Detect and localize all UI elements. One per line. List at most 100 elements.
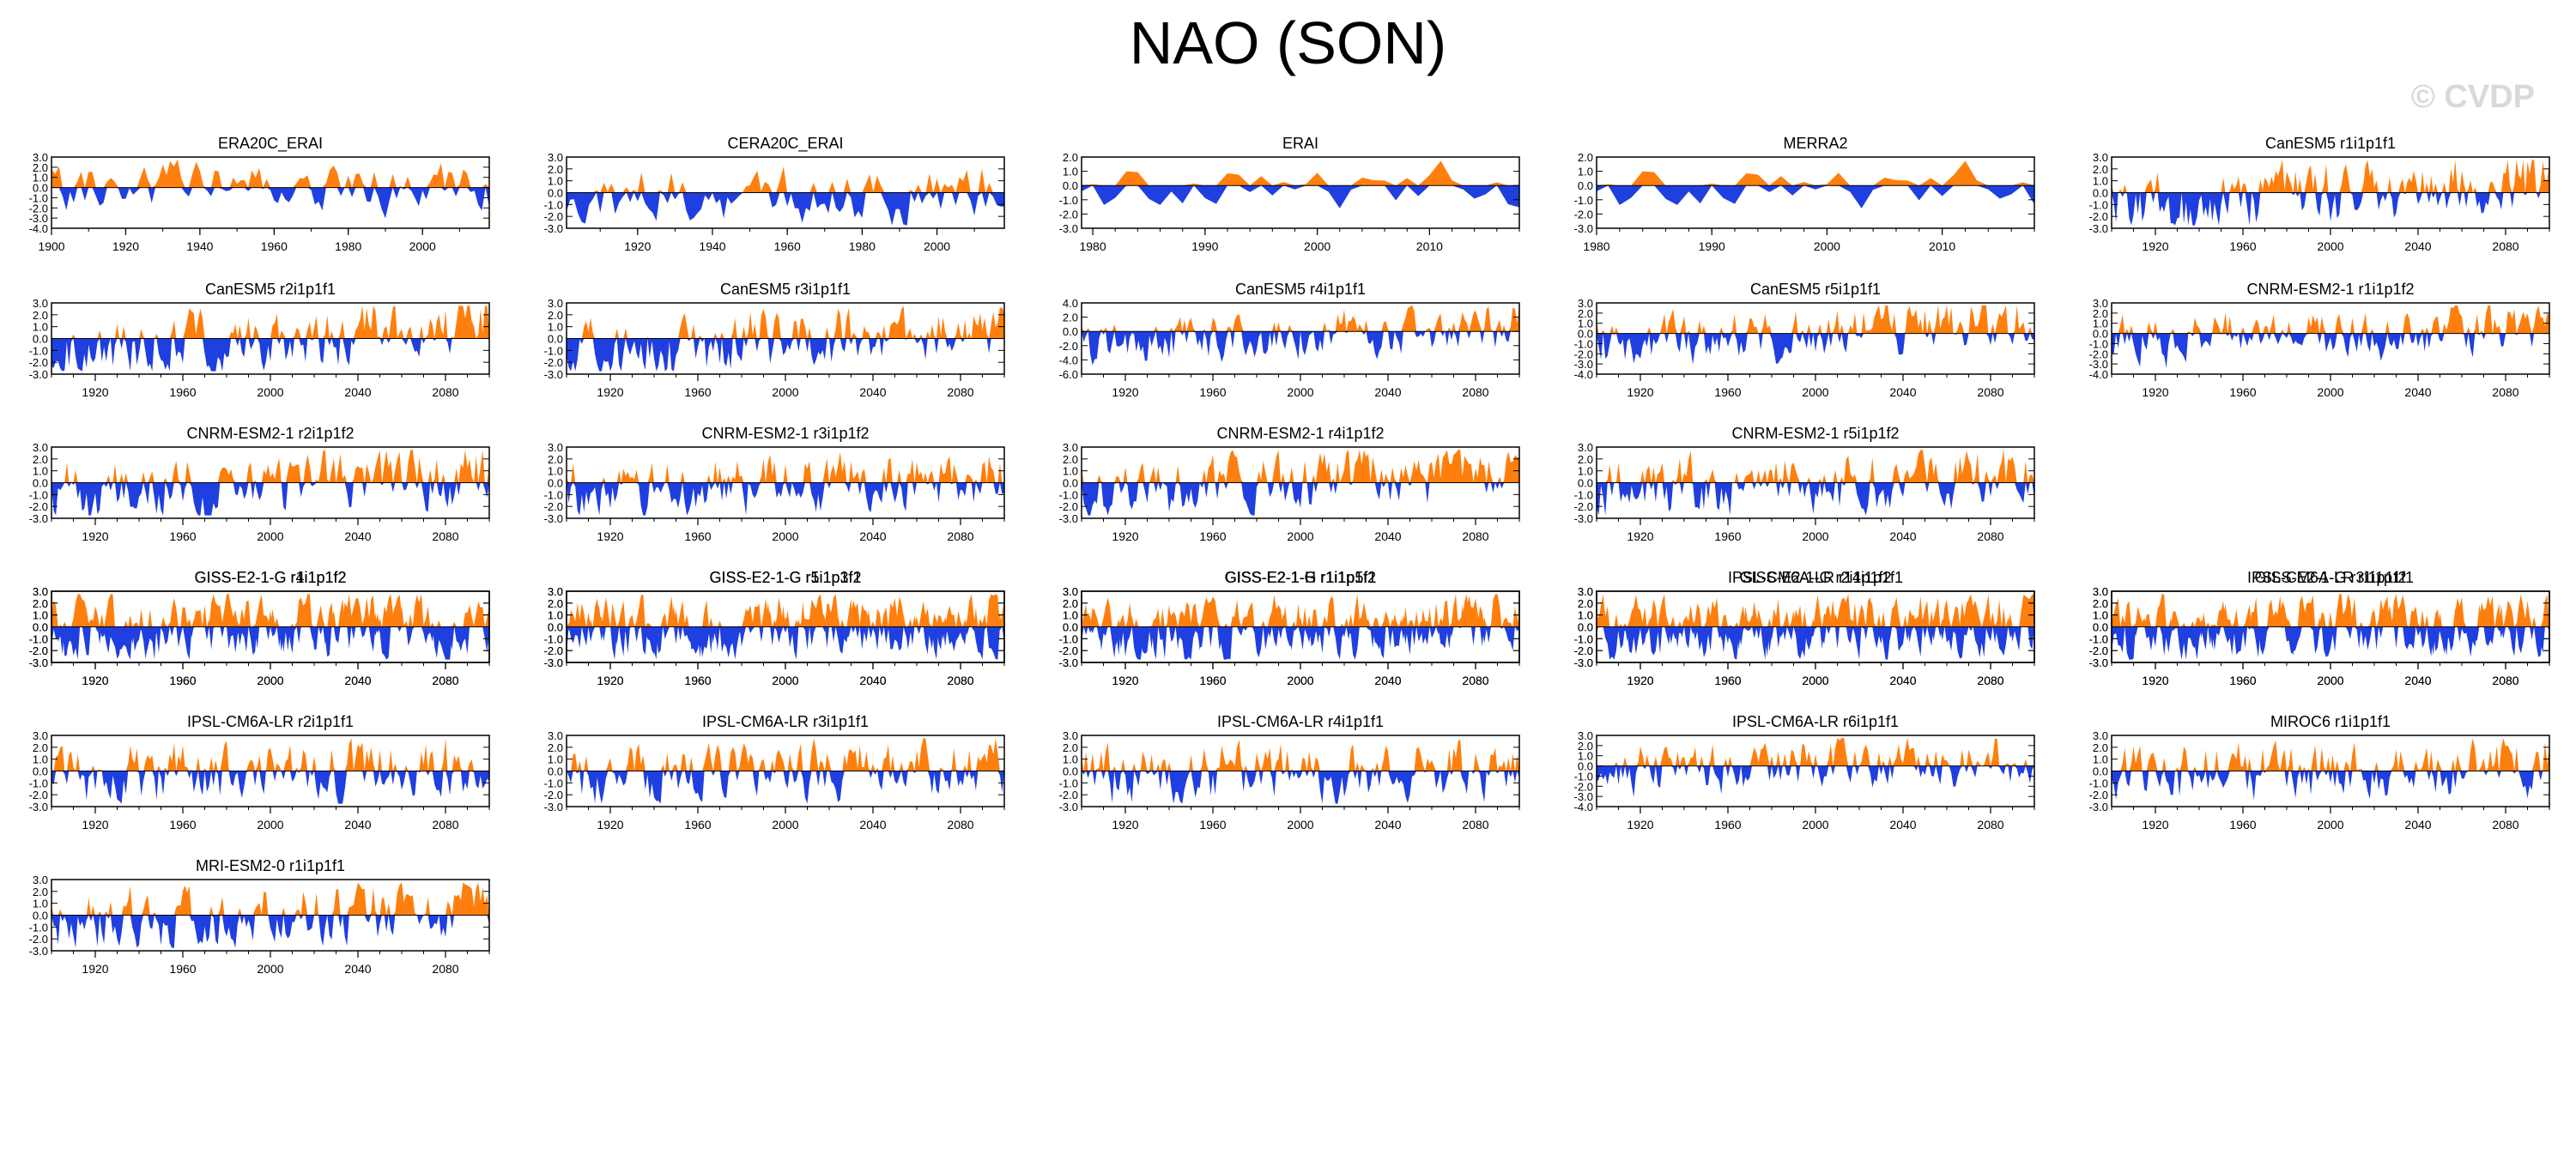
y-tick-label: 1.0 <box>548 175 563 188</box>
x-tick-label: 2080 <box>947 818 973 832</box>
nao-panel: CanESM5 r3i1p1f1 3.02.01.00.0-1.0-2.0-3.0… <box>544 281 1005 399</box>
nao-panel: GISS-E2-1-G r5i1p1f2 3.02.01.00.0-1.0-2.0… <box>544 569 1005 687</box>
y-tick-label: -2.0 <box>2089 644 2108 657</box>
y-tick-label: -1.0 <box>1574 632 1593 645</box>
y-tick-label: 2.0 <box>33 741 48 754</box>
negative-area <box>52 482 489 516</box>
y-tick-label: -3.0 <box>2089 222 2108 235</box>
positive-area <box>2112 160 2549 193</box>
y-tick-label: -3.0 <box>1574 358 1593 371</box>
y-tick-label: -3.0 <box>1059 222 1078 235</box>
y-tick-label: -4.0 <box>1574 801 1593 813</box>
y-tick-label: 2.0 <box>2093 597 2108 610</box>
x-tick-label: 1960 <box>684 674 711 687</box>
positive-area <box>1597 737 2034 766</box>
y-tick-label: -4.0 <box>1059 354 1078 366</box>
nao-panel: GISS-E2-1-G r4i1p1f2 3.02.01.00.0-1.0-2.0… <box>29 569 490 687</box>
x-tick-label: 1920 <box>82 674 108 687</box>
y-tick-label: 2.0 <box>1063 597 1078 610</box>
positive-area <box>52 159 489 188</box>
y-tick-label: 1.0 <box>1578 465 1593 478</box>
panel-title: IPSL-CM6A-LR r14i1p1f1 <box>1728 569 1903 586</box>
positive-area <box>2112 738 2549 771</box>
panel-frame <box>51 156 490 229</box>
y-tick-label: 2.0 <box>33 161 48 174</box>
y-tick-label: -1.0 <box>2089 337 2108 350</box>
x-tick-label: 1960 <box>684 674 711 687</box>
y-tick-label: 2.0 <box>1578 597 1593 610</box>
x-tick-label: 1920 <box>624 239 651 253</box>
nao-panel: GISS-E2-1-G r1i1p3f1 3.02.01.00.0-1.0-2.0… <box>544 569 1005 687</box>
y-tick-label: -2.0 <box>1574 500 1593 513</box>
y-tick-label: -3.0 <box>544 368 563 381</box>
x-tick-label: 1960 <box>2229 674 2256 687</box>
y-tick-label: -2.0 <box>29 356 48 369</box>
nao-panel: CanESM5 r1i1p1f1 3.02.01.00.0-1.0-2.0-3.0… <box>2089 135 2550 253</box>
y-tick-label: -1.0 <box>1059 488 1078 501</box>
x-tick-label: 1960 <box>684 529 711 543</box>
panel-title: CanESM5 r2i1p1f1 <box>205 281 336 298</box>
y-tick-label: 3.0 <box>2093 585 2108 598</box>
nao-panel: IPSL-CM6A-LR r2i1p1f1 3.02.01.00.0-1.0-2.… <box>29 713 490 832</box>
negative-area <box>567 626 1004 660</box>
y-tick-label: 0.0 <box>1063 621 1078 634</box>
y-tick-label: 0.0 <box>33 765 48 778</box>
y-tick-label: 3.0 <box>548 297 563 310</box>
negative-area <box>52 187 489 219</box>
y-tick-label: -1.0 <box>2089 632 2108 645</box>
x-tick-label: 1920 <box>1627 529 1653 543</box>
y-tick-label: -2.0 <box>544 644 563 657</box>
y-tick-label: -1.0 <box>29 777 48 789</box>
positive-area <box>567 166 1004 193</box>
x-tick-label: 1960 <box>2229 385 2256 399</box>
x-tick-label: 2080 <box>2492 818 2518 832</box>
y-tick-label: 2.0 <box>33 886 48 898</box>
y-tick-label: 3.0 <box>33 297 48 310</box>
y-tick-label: -3.0 <box>1574 790 1593 803</box>
y-tick-label: 2.0 <box>548 741 563 754</box>
x-tick-label: 1920 <box>1112 674 1138 687</box>
y-tick-label: -3.0 <box>29 212 48 225</box>
y-tick-label: 3.0 <box>2093 585 2108 598</box>
negative-area <box>1082 482 1519 516</box>
x-tick-label: 2000 <box>1287 818 1313 832</box>
y-tick-label: 1.0 <box>33 465 48 478</box>
negative-area <box>567 192 1004 226</box>
x-tick-label: 2040 <box>1374 529 1401 543</box>
y-tick-label: -3.0 <box>2089 801 2108 813</box>
x-tick-label: 2000 <box>2317 674 2343 687</box>
y-tick-label: 2.0 <box>1578 453 1593 466</box>
x-tick-label: 2000 <box>257 674 283 687</box>
y-tick-label: -2.0 <box>29 500 48 513</box>
y-tick-label: -2.0 <box>29 644 48 657</box>
y-tick-label: -1.0 <box>1574 770 1593 783</box>
positive-area <box>1082 739 1519 771</box>
x-tick-label: 1920 <box>597 674 623 687</box>
y-tick-label: -3.0 <box>29 656 48 669</box>
y-tick-label: 1.0 <box>33 172 48 184</box>
y-tick-label: -3.0 <box>544 656 563 669</box>
y-tick-label: 0.0 <box>1063 477 1078 490</box>
nao-panel: CNRM-ESM2-1 r4i1p1f2 3.02.01.00.0-1.0-2.0… <box>1059 425 1520 543</box>
x-tick-label: 1960 <box>261 239 288 253</box>
positive-area <box>2112 305 2549 334</box>
y-tick-label: 3.0 <box>1063 585 1078 598</box>
y-tick-label: -6.0 <box>1059 368 1078 381</box>
panel-title: MRI-ESM2-0 r1i1p1f1 <box>196 857 345 874</box>
positive-area <box>1082 160 1519 186</box>
x-tick-label: 2080 <box>947 674 973 687</box>
x-tick-label: 2080 <box>2492 674 2518 687</box>
x-tick-label: 1960 <box>169 818 196 832</box>
nao-panel: IPSL-CM6A-LR r1i1p1f1 3.02.01.00.0-1.0-2.… <box>2089 569 2550 687</box>
y-tick-label: -2.0 <box>1574 780 1593 793</box>
x-tick-label: 2040 <box>2404 385 2431 399</box>
x-tick-label: 1960 <box>2229 239 2256 253</box>
x-tick-label: 1920 <box>112 239 139 253</box>
y-tick-label: 1.0 <box>33 898 48 910</box>
y-tick-label: 0.0 <box>1578 179 1593 192</box>
x-tick-label: 1920 <box>597 385 623 399</box>
y-tick-label: 0.0 <box>2093 621 2108 634</box>
panel-title: IPSL-CM6A-LR r1i1p1f1 <box>2247 569 2414 586</box>
y-tick-label: 3.0 <box>1578 297 1593 310</box>
positive-area <box>2112 594 2549 627</box>
